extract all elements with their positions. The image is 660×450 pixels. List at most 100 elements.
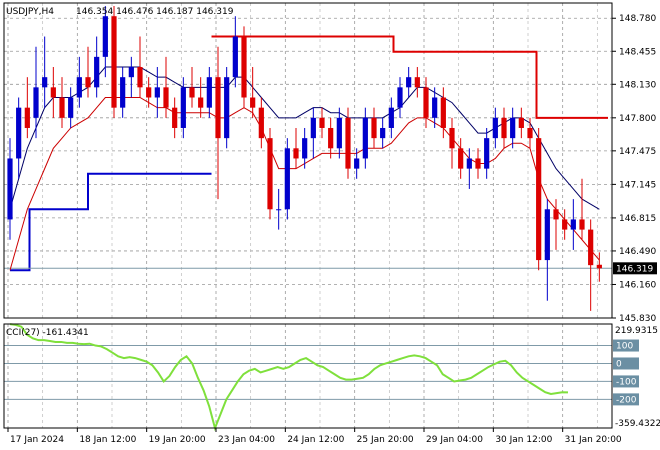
candle-body <box>24 107 30 128</box>
candle-body <box>423 87 429 118</box>
candle-body <box>527 127 533 139</box>
candle-body <box>293 148 299 159</box>
time-tick-label: 31 Jan 20:00 <box>565 435 622 445</box>
candle-body <box>553 209 559 220</box>
candle-body <box>111 16 117 108</box>
candle-body <box>120 77 126 108</box>
candlesticks <box>7 6 602 311</box>
candle-body <box>336 117 342 149</box>
candle-body <box>146 87 152 98</box>
candle-body <box>536 138 542 261</box>
candle-body <box>215 77 221 139</box>
candle-body <box>518 117 524 128</box>
candle-body <box>232 36 238 78</box>
candle-body <box>588 229 594 266</box>
candle-body <box>510 117 516 139</box>
cci-level-tag <box>613 357 639 370</box>
candle-body <box>362 117 368 159</box>
time-tick-label: 29 Jan 04:00 <box>426 435 483 445</box>
candle-body <box>198 97 204 108</box>
candle-body <box>371 117 377 139</box>
cci-level-label: -200 <box>616 395 637 405</box>
candle-body <box>16 107 22 159</box>
support-resistance-levels <box>4 35 612 272</box>
cci-scale-max-label: 219.9315 <box>615 326 658 336</box>
candle-body <box>354 158 360 169</box>
support-level-line <box>10 172 212 272</box>
candle-body <box>276 209 282 211</box>
price-tick-label: 145.830 <box>619 314 656 324</box>
time-tick-label: 17 Jan 2024 <box>10 435 64 445</box>
candle-body <box>501 117 507 139</box>
cci-level-label: -100 <box>616 377 637 387</box>
resistance-level-line <box>211 35 608 119</box>
candle-body <box>440 97 446 128</box>
candle-body <box>94 56 100 88</box>
price-tick-label: 146.160 <box>619 280 656 290</box>
candle-body <box>284 148 290 210</box>
candle-body <box>544 209 550 261</box>
candle-body <box>180 87 186 128</box>
price-tick-label: 147.475 <box>619 147 656 157</box>
time-tick-label: 30 Jan 12:00 <box>495 435 552 445</box>
price-tick-label: 146.815 <box>619 214 656 224</box>
time-tick-label: 18 Jan 12:00 <box>79 435 136 445</box>
candle-body <box>59 97 65 118</box>
candle-body <box>484 138 490 169</box>
candle-body <box>458 148 464 169</box>
candle-body <box>85 77 91 88</box>
candle-body <box>388 107 394 128</box>
cci-line <box>9 323 569 432</box>
candle-body <box>345 117 351 169</box>
candle-body <box>68 97 74 118</box>
candle-body <box>492 117 498 139</box>
candle-body <box>397 87 403 108</box>
candle-body <box>224 77 230 139</box>
cci-level-label: 0 <box>616 359 622 369</box>
candle-body <box>206 77 212 108</box>
candle-body <box>310 117 316 139</box>
candle-body <box>380 127 386 139</box>
candle-body <box>570 219 576 230</box>
candle-body <box>50 87 56 98</box>
candle-body <box>172 107 178 128</box>
cci-level-label: 100 <box>616 342 633 352</box>
ma-black-line <box>9 66 600 210</box>
candle-body <box>163 87 169 108</box>
cci-pane-frame <box>3 323 613 429</box>
price-tick-label: 148.130 <box>619 80 656 90</box>
candle-body <box>562 219 568 230</box>
chart-symbol-label: USDJPY,H4 <box>6 7 54 17</box>
price-tick-label: 147.800 <box>619 114 656 124</box>
candle-body <box>154 87 160 98</box>
cci-scale-min-label: -359.4322 <box>615 419 660 429</box>
price-tick-label: 147.145 <box>619 180 656 190</box>
candle-body <box>250 97 256 108</box>
price-tick-label: 148.455 <box>619 47 656 57</box>
candle-body <box>414 77 420 88</box>
candle-body <box>579 219 585 230</box>
price-pane-frame <box>3 2 613 319</box>
candle-body <box>328 127 334 149</box>
candle-body <box>258 107 264 139</box>
candle-body <box>7 158 13 220</box>
candle-body <box>466 158 472 169</box>
price-tick-label: 146.490 <box>619 247 656 257</box>
cci-indicator <box>4 323 612 432</box>
candle-body <box>102 16 108 57</box>
axes: 148.780 148.455 148.130 147.800 147.475 147.1… <box>3 2 660 445</box>
candle-body <box>449 127 455 149</box>
time-tick-label: 24 Jan 12:00 <box>287 435 344 445</box>
cci-level-tag <box>613 339 639 352</box>
candle-body <box>596 264 602 269</box>
candle-body <box>128 67 134 78</box>
candle-body <box>319 117 325 128</box>
time-tick-label: 23 Jan 04:00 <box>218 435 275 445</box>
price-tick-label: 148.780 <box>619 14 656 24</box>
candle-body <box>267 138 273 210</box>
cci-level-tag <box>613 393 639 406</box>
candle-body <box>189 87 195 98</box>
candle-body <box>33 87 39 118</box>
candle-body <box>475 158 481 169</box>
